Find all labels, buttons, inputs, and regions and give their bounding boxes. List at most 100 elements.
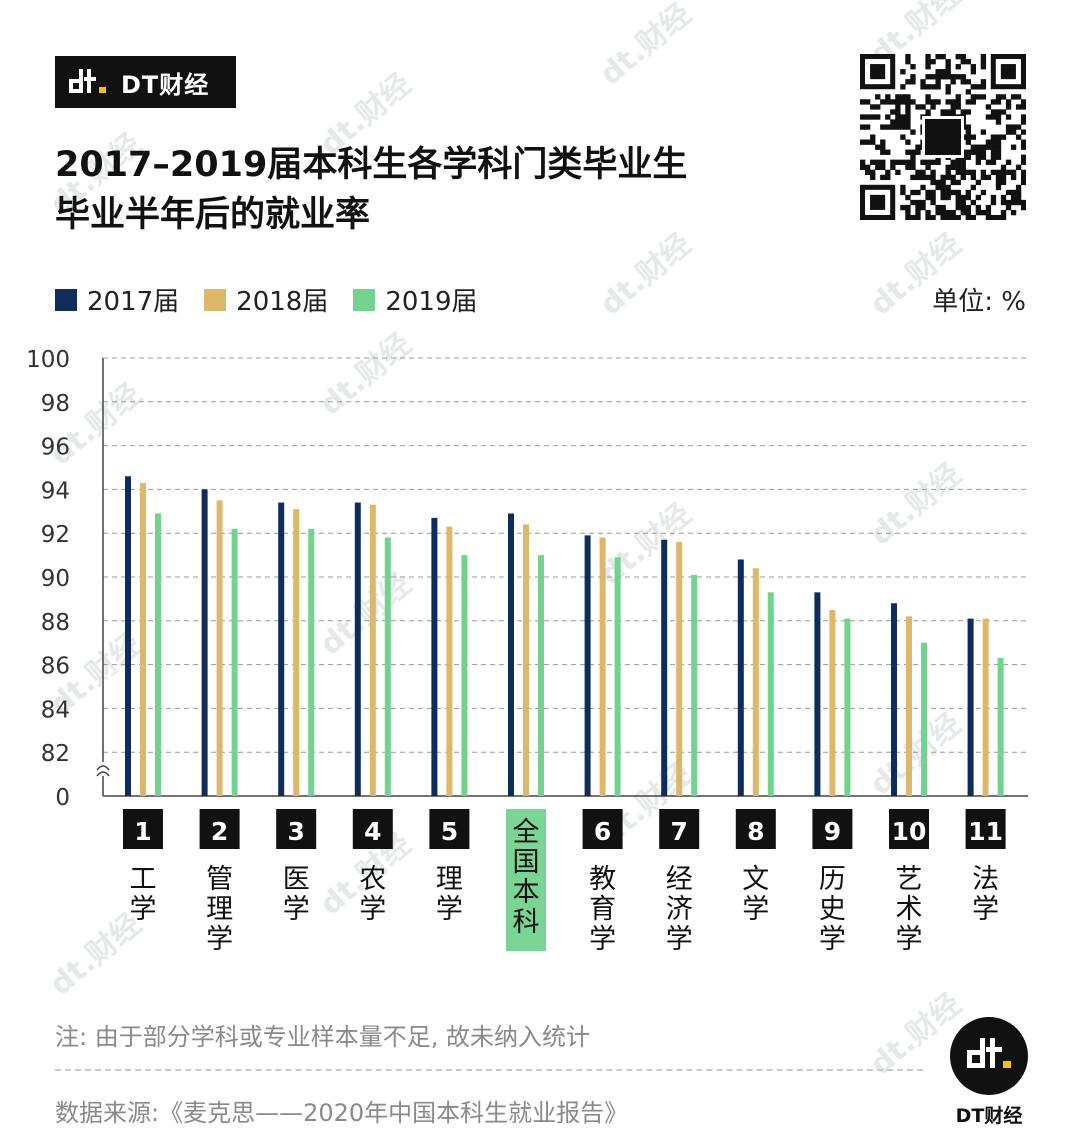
qr-module bbox=[990, 199, 997, 206]
axis-break-mark bbox=[96, 771, 110, 777]
axis-break-mark bbox=[96, 765, 110, 771]
bar-2017 bbox=[508, 513, 514, 796]
category-number-box bbox=[735, 809, 776, 849]
qr-code bbox=[860, 54, 1027, 221]
qr-module bbox=[895, 109, 901, 115]
qr-module bbox=[875, 94, 881, 100]
category-label-char: 工 bbox=[130, 864, 157, 895]
qr-module bbox=[910, 64, 916, 70]
bar-2018 bbox=[982, 618, 989, 796]
category-label-char: 本 bbox=[513, 877, 540, 908]
qr-module bbox=[905, 59, 911, 65]
data-source: 数据来源:《麦克思——2020年中国本科生就业报告》 bbox=[55, 1099, 629, 1127]
qr-module bbox=[920, 204, 926, 211]
category-label-char: 学 bbox=[436, 894, 463, 925]
qr-module bbox=[960, 164, 966, 170]
qr-module bbox=[935, 159, 941, 165]
qr-module bbox=[960, 109, 966, 115]
qr-module bbox=[965, 99, 971, 105]
qr-module bbox=[965, 209, 971, 216]
qr-module bbox=[1015, 184, 1022, 191]
qr-module bbox=[905, 124, 911, 130]
qr-module bbox=[995, 99, 1002, 105]
qr-module bbox=[925, 59, 931, 65]
qr-module bbox=[945, 214, 951, 221]
qr-module bbox=[965, 169, 971, 176]
y-tick-label: 92 bbox=[41, 522, 70, 548]
qr-module bbox=[965, 189, 971, 196]
qr-module bbox=[950, 164, 956, 170]
qr-module bbox=[885, 169, 891, 176]
qr-module bbox=[980, 59, 987, 65]
qr-module bbox=[905, 204, 911, 211]
category-number-box bbox=[123, 809, 163, 849]
qr-module bbox=[995, 134, 1002, 140]
qr-module bbox=[970, 144, 976, 150]
bar-2017 bbox=[967, 618, 974, 796]
qr-module bbox=[990, 139, 997, 145]
category-label-char: 学 bbox=[206, 924, 233, 955]
chart-legend: 2017届 2018届 2019届 bbox=[55, 281, 503, 318]
qr-module bbox=[945, 164, 951, 170]
qr-module bbox=[950, 159, 956, 165]
category-label-char: 理 bbox=[206, 894, 233, 925]
qr-module bbox=[1005, 189, 1012, 196]
qr-module bbox=[955, 74, 961, 80]
qr-module bbox=[880, 174, 886, 181]
category-label-char: 文 bbox=[742, 864, 769, 895]
category-number: 6 bbox=[594, 817, 611, 846]
qr-module bbox=[980, 129, 987, 135]
qr-module bbox=[910, 159, 916, 165]
qr-module bbox=[985, 174, 992, 181]
bar-2018 bbox=[752, 568, 759, 796]
qr-module bbox=[895, 119, 901, 125]
qr-module bbox=[940, 214, 946, 221]
qr-module bbox=[980, 64, 987, 70]
qr-module bbox=[985, 144, 992, 150]
qr-module bbox=[995, 184, 1002, 191]
chart-title: 2017–2019届本科生各学科门类毕业生 毕业半年后的就业率 bbox=[55, 140, 815, 240]
legend-swatch-2017 bbox=[55, 288, 77, 311]
footer-brand-name: DT财经 bbox=[955, 1105, 1023, 1127]
category-label-char: 科 bbox=[513, 907, 540, 938]
qr-module bbox=[950, 99, 956, 105]
qr-module bbox=[985, 209, 992, 216]
qr-module bbox=[1010, 94, 1017, 100]
qr-module bbox=[935, 184, 941, 191]
qr-module bbox=[890, 159, 896, 165]
qr-module bbox=[950, 79, 956, 85]
qr-module bbox=[1010, 124, 1017, 130]
qr-module bbox=[920, 169, 926, 176]
qr-module bbox=[905, 209, 911, 216]
y-tick-label: 96 bbox=[41, 435, 70, 461]
category-label-char: 学 bbox=[742, 894, 769, 925]
qr-module bbox=[925, 84, 931, 90]
qr-module bbox=[960, 74, 966, 80]
qr-module bbox=[905, 149, 911, 155]
qr-module bbox=[910, 189, 916, 196]
qr-module bbox=[955, 189, 961, 196]
bar-2019 bbox=[614, 557, 621, 796]
qr-module bbox=[910, 129, 916, 135]
category-number-box bbox=[199, 809, 240, 849]
highlight-category-box bbox=[506, 809, 546, 951]
qr-module bbox=[955, 104, 961, 110]
qr-module bbox=[965, 79, 971, 85]
y-tick-label: 98 bbox=[41, 391, 70, 417]
qr-module bbox=[900, 189, 906, 196]
qr-module bbox=[1005, 104, 1012, 110]
footnote: 注: 由于部分学科或专业样本量不足, 故未纳入统计 bbox=[55, 1023, 590, 1051]
qr-module bbox=[915, 144, 921, 150]
qr-module bbox=[915, 209, 921, 216]
qr-module bbox=[885, 94, 891, 100]
bar-2019 bbox=[844, 618, 851, 796]
qr-module bbox=[955, 94, 961, 100]
qr-module bbox=[995, 139, 1002, 145]
category-label-char: 学 bbox=[283, 894, 310, 925]
qr-module bbox=[880, 149, 886, 155]
category-label-char: 术 bbox=[896, 894, 923, 925]
qr-module bbox=[905, 139, 911, 145]
qr-module bbox=[965, 59, 971, 65]
qr-module bbox=[925, 119, 961, 155]
qr-module bbox=[915, 174, 921, 181]
